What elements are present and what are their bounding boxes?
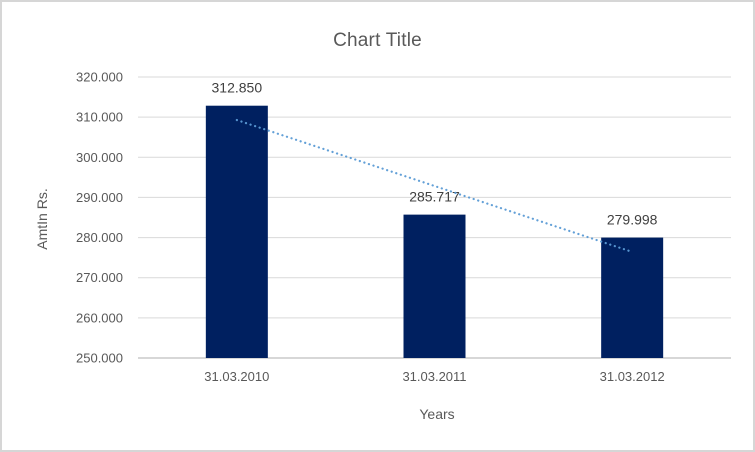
x-category-label: 31.03.2011 <box>402 369 466 384</box>
x-category-label: 31.03.2010 <box>204 369 269 384</box>
y-tick-label: 280.000 <box>76 230 123 245</box>
y-tick-label: 250.000 <box>76 351 123 366</box>
bar <box>601 237 664 358</box>
y-tick-label: 300.000 <box>76 150 123 165</box>
y-tick-label: 290.000 <box>76 190 123 205</box>
bar-value-label: 285.717 <box>409 189 460 205</box>
y-tick-label: 320.000 <box>76 70 123 85</box>
x-category-label: 31.03.2012 <box>600 369 665 384</box>
chart-title: Chart Title <box>333 30 422 51</box>
bar <box>205 105 268 358</box>
y-tick-label: 270.000 <box>76 270 123 285</box>
bar <box>403 214 466 358</box>
bar-value-label: 312.850 <box>212 80 263 96</box>
x-axis-title: Years <box>419 406 455 422</box>
y-tick-label: 310.000 <box>76 110 123 125</box>
bar-value-label: 279.998 <box>607 212 658 228</box>
y-tick-label: 260.000 <box>76 310 123 325</box>
